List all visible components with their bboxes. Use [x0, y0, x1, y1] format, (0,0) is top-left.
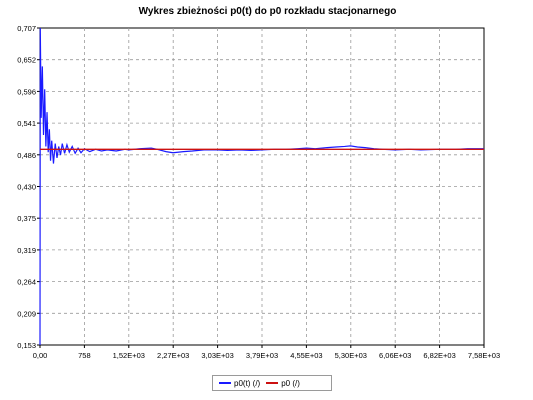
x-tick-label: 7,58E+03	[468, 351, 500, 360]
chart-title: Wykres zbieżności p0(t) do p0 rozkładu s…	[138, 6, 397, 17]
legend-item-p0: p0 (/)	[266, 379, 300, 388]
y-tick-label: 0,707	[17, 24, 36, 33]
x-tick-label: 6,06E+03	[379, 351, 411, 360]
x-tick-label: 5,30E+03	[335, 351, 367, 360]
x-tick-label: 1,52E+03	[113, 351, 145, 360]
legend-swatch-p0t	[219, 382, 231, 384]
y-tick-label: 0,319	[17, 246, 36, 255]
chart-legend: p0(t) (/) p0 (/)	[212, 375, 332, 391]
x-tick-label: 0,00	[33, 351, 48, 360]
x-tick-label: 758	[78, 351, 91, 360]
x-tick-label: 6,82E+03	[423, 351, 455, 360]
y-tick-label: 0,375	[17, 214, 36, 223]
x-tick-label: 3,79E+03	[246, 351, 278, 360]
y-tick-label: 0,596	[17, 87, 36, 96]
y-tick-label: 0,153	[17, 341, 36, 350]
legend-item-p0t: p0(t) (/)	[219, 379, 260, 388]
x-tick-label: 2,27E+03	[157, 351, 189, 360]
y-tick-label: 0,430	[17, 183, 36, 192]
y-tick-label: 0,486	[17, 151, 36, 160]
x-tick-label: 4,55E+03	[290, 351, 322, 360]
legend-label-p0t: p0(t) (/)	[234, 378, 261, 388]
y-tick-label: 0,541	[17, 119, 36, 128]
y-tick-label: 0,209	[17, 309, 36, 318]
y-tick-label: 0,264	[17, 278, 36, 287]
x-tick-label: 3,03E+03	[201, 351, 233, 360]
legend-swatch-p0	[266, 382, 279, 384]
y-tick-label: 0,652	[17, 56, 36, 65]
legend-label-p0: p0 (/)	[281, 378, 300, 388]
